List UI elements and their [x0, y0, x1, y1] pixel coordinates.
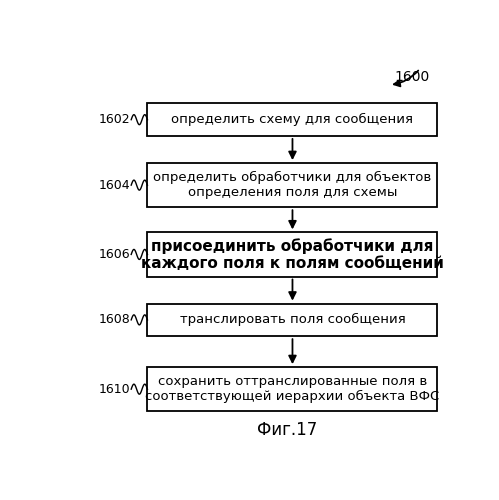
Text: 1600: 1600	[395, 70, 430, 84]
Text: 1610: 1610	[98, 382, 130, 396]
FancyBboxPatch shape	[148, 163, 438, 208]
FancyBboxPatch shape	[148, 104, 438, 136]
Text: определить схему для сообщения: определить схему для сообщения	[172, 113, 414, 126]
Text: транслировать поля сообщения: транслировать поля сообщения	[180, 314, 405, 326]
Text: Фиг.17: Фиг.17	[256, 420, 317, 438]
Text: 1604: 1604	[98, 178, 130, 192]
Text: определить обработчики для объектов
определения поля для схемы: определить обработчики для объектов опре…	[153, 171, 432, 199]
FancyBboxPatch shape	[148, 367, 438, 412]
FancyBboxPatch shape	[148, 232, 438, 276]
Text: 1606: 1606	[98, 248, 130, 261]
Text: 1608: 1608	[98, 314, 130, 326]
Text: 1602: 1602	[98, 113, 130, 126]
Text: сохранить оттранслированные поля в
соответствующей иерархии объекта ВФС: сохранить оттранслированные поля в соотв…	[145, 375, 440, 403]
Text: присоединить обработчики для
каждого поля к полям сообщений: присоединить обработчики для каждого пол…	[141, 238, 444, 271]
FancyBboxPatch shape	[148, 304, 438, 336]
